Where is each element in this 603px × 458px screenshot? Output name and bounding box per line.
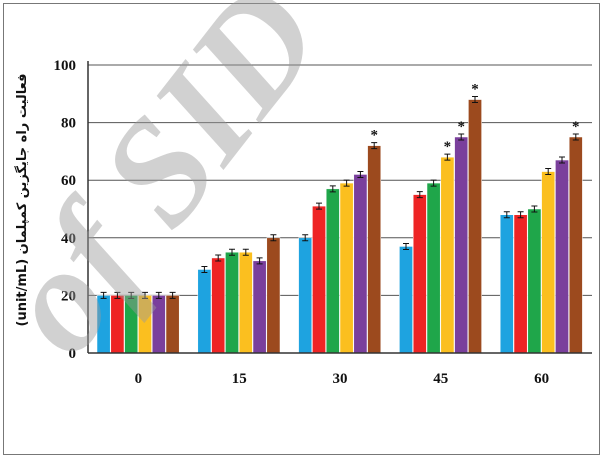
bar bbox=[325, 188, 340, 354]
bar bbox=[238, 251, 253, 354]
bar bbox=[252, 260, 267, 354]
y-axis-label: فعالیت راه جایگزین کمپلمان (unit/mL) bbox=[14, 74, 30, 327]
bar bbox=[527, 208, 542, 354]
axes bbox=[87, 61, 592, 354]
y-tick-labels: 0 20 40 60 80 100 bbox=[54, 58, 77, 362]
x-tick-label: 45 bbox=[433, 371, 448, 387]
error-bar bbox=[472, 96, 478, 104]
significance-marker: * bbox=[572, 119, 580, 135]
error-bar bbox=[155, 291, 162, 299]
bar bbox=[339, 182, 354, 354]
error-bar bbox=[242, 248, 249, 256]
bar bbox=[367, 145, 382, 354]
error-bar bbox=[430, 179, 437, 187]
bar bbox=[440, 156, 455, 354]
bar bbox=[197, 269, 212, 354]
bar bbox=[298, 237, 313, 354]
bar bbox=[499, 214, 514, 354]
error-bar bbox=[559, 156, 565, 164]
error-bar bbox=[169, 291, 176, 299]
y-tick-label: 80 bbox=[61, 116, 76, 132]
error-bar bbox=[302, 234, 309, 242]
x-tick-label: 15 bbox=[232, 371, 247, 387]
bar bbox=[568, 136, 583, 354]
y-tick-label: 20 bbox=[61, 288, 76, 304]
x-tick-label: 30 bbox=[333, 371, 348, 387]
bar bbox=[312, 205, 326, 354]
y-tick-label: 0 bbox=[69, 346, 77, 362]
error-bar bbox=[343, 179, 350, 187]
y-tick-label: 60 bbox=[61, 173, 76, 189]
bar bbox=[225, 251, 239, 354]
error-bar bbox=[316, 202, 322, 210]
error-bar bbox=[142, 291, 148, 299]
error-bar bbox=[256, 257, 263, 265]
bar bbox=[266, 237, 281, 354]
figure-frame bbox=[3, 3, 600, 455]
error-bar bbox=[329, 185, 336, 193]
error-bar bbox=[128, 291, 135, 299]
x-tick-labels: 0 15 30 45 60 bbox=[135, 371, 549, 387]
error-bar bbox=[416, 191, 423, 199]
error-bar bbox=[114, 291, 121, 299]
y-tick-label: 40 bbox=[61, 231, 76, 247]
error-bar bbox=[371, 142, 378, 150]
bar bbox=[513, 214, 528, 354]
bars bbox=[96, 96, 583, 354]
bar bbox=[412, 194, 427, 354]
error-bar bbox=[201, 265, 208, 273]
bar bbox=[211, 257, 226, 354]
bar bbox=[399, 246, 413, 354]
significance-marker: * bbox=[444, 139, 452, 155]
error-bar bbox=[503, 211, 510, 219]
bar bbox=[454, 136, 469, 354]
bar bbox=[468, 99, 482, 354]
error-bar bbox=[458, 133, 465, 141]
error-bar bbox=[100, 291, 107, 299]
x-tick-label: 0 bbox=[135, 371, 143, 387]
error-bar bbox=[517, 211, 524, 219]
bar bbox=[555, 159, 569, 354]
error-bar bbox=[444, 153, 451, 161]
significance-markers: * * * * * bbox=[370, 82, 579, 156]
error-bar bbox=[531, 205, 538, 213]
bar bbox=[165, 295, 180, 354]
bar bbox=[426, 182, 441, 354]
significance-marker: * bbox=[457, 119, 465, 135]
significance-marker: * bbox=[471, 82, 479, 98]
error-bar bbox=[229, 248, 235, 256]
error-bar bbox=[215, 254, 222, 262]
error-bar bbox=[357, 170, 364, 178]
error-bar bbox=[545, 168, 552, 176]
significance-marker: * bbox=[370, 128, 378, 144]
error-bar bbox=[270, 234, 277, 242]
bar bbox=[353, 174, 368, 354]
y-tick-label: 100 bbox=[54, 58, 77, 74]
error-bar bbox=[572, 133, 579, 141]
bar bbox=[541, 171, 556, 354]
x-tick-label: 60 bbox=[534, 371, 549, 387]
error-bar bbox=[403, 242, 409, 250]
